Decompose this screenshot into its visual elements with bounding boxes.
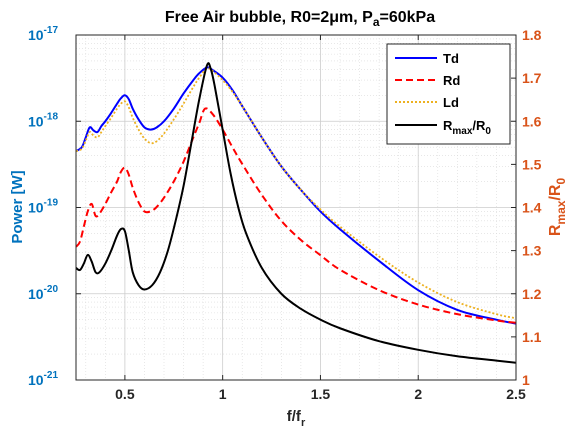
y-left-tick-label: 10-20 — [28, 284, 58, 302]
x-tick-label: 1 — [219, 386, 227, 402]
y-right-tick-label: 1.3 — [522, 243, 542, 259]
y-right-tick-label: 1.2 — [522, 286, 542, 302]
x-tick-label: 0.5 — [115, 386, 135, 402]
series — [76, 62, 516, 364]
series-line-2 — [76, 67, 516, 320]
y-right-tick-label: 1.4 — [522, 200, 542, 216]
x-tick-label: 1.5 — [311, 386, 331, 402]
x-tick-label: 2.5 — [506, 386, 526, 402]
ticks: 0.5 1 1.5 2 2.5 10-21 10-20 10-19 10-18 10-17 1 1.1… — [28, 25, 542, 402]
legend: Td Rd Ld Rmax/R0 — [386, 43, 511, 145]
y-axis-right-label-subscript-max: max — [554, 200, 568, 224]
title-subscript: a — [373, 15, 380, 29]
series-line-1 — [76, 107, 516, 324]
y-left-tick-label: 10-17 — [28, 25, 58, 43]
y-left-tick-label: 10-21 — [28, 370, 58, 388]
x-tick-label: 2 — [414, 386, 422, 402]
legend-label-td: Td — [443, 51, 459, 66]
y-right-tick-label: 1.6 — [522, 113, 542, 129]
x-axis-label-subscript: r — [301, 417, 306, 429]
x-axis-label: f/fr — [287, 408, 306, 429]
y-axis-right-label: Rmax/R0 — [547, 178, 568, 237]
y-right-tick-label: 1.1 — [522, 329, 542, 345]
series-line-0 — [76, 66, 516, 325]
y-right-tick-label: 1.8 — [522, 27, 542, 43]
series-line-3 — [76, 62, 516, 364]
y-axis-left-label: Power [W] — [9, 170, 26, 243]
y-right-tick-label: 1.5 — [522, 156, 542, 172]
y-left-tick-label: 10-18 — [28, 111, 58, 129]
legend-box — [386, 43, 511, 145]
legend-label-rd: Rd — [443, 73, 460, 88]
chart-title: Free Air bubble, R0=2μm, Pa=60kPa — [165, 9, 435, 29]
y-axis-right-label-subscript-0: 0 — [554, 178, 568, 185]
y-right-tick-label: 1.7 — [522, 70, 542, 86]
y-left-tick-label: 10-19 — [28, 198, 58, 216]
legend-label-ld: Ld — [443, 95, 459, 110]
legend-label-rmax: Rmax/R0 — [443, 118, 491, 137]
y-right-tick-label: 1 — [522, 372, 530, 388]
